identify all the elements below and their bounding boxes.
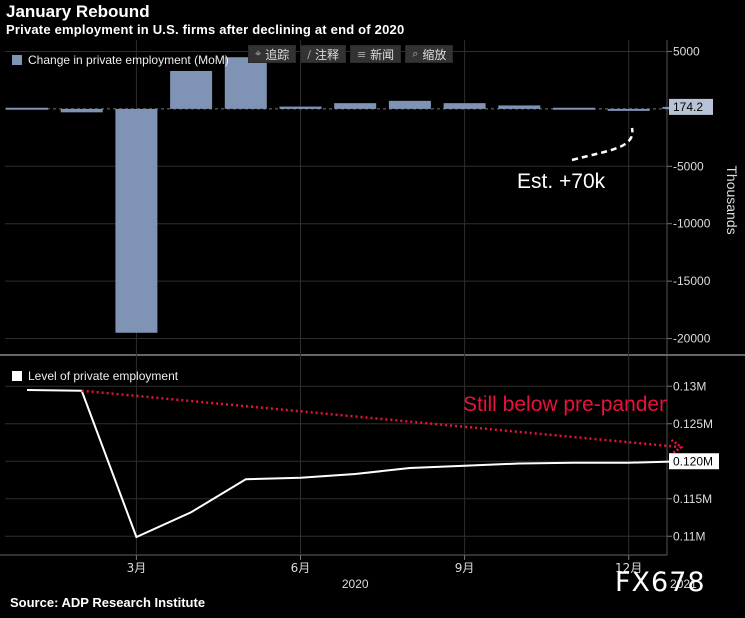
line-ytick-label: 0.11M (673, 529, 705, 543)
x-month-label: 3月 (127, 561, 147, 575)
tool-news-label: 新闻 (370, 47, 395, 62)
tool-news-button[interactable]: ≡ 新闻 (349, 45, 402, 63)
line-ytick-label: 0.125M (673, 417, 713, 431)
trend-arrowhead (670, 438, 684, 456)
bar-2020-05 (224, 57, 267, 109)
bar-ytick-label: -15000 (673, 274, 711, 288)
estimate-annotation: Est. +70k (517, 170, 606, 193)
line-last-value-label: 0.120M (673, 454, 713, 468)
bar-2020-06 (279, 106, 322, 109)
x-month-label: 6月 (291, 561, 311, 575)
bar-legend-swatch (12, 55, 22, 65)
bar-2020-02 (60, 108, 103, 113)
line-legend: Level of private employment (12, 369, 178, 383)
chart-subtitle: Private employment in U.S. firms after d… (6, 22, 405, 37)
bar-2020-11 (553, 107, 595, 110)
tool-zoom-label: 缩放 (422, 47, 447, 62)
bar-ylabel: Thousands (724, 165, 740, 234)
bar-2020-04 (170, 71, 213, 109)
x-month-label: 9月 (455, 561, 475, 575)
line-legend-swatch (12, 371, 22, 381)
tool-annotate-button[interactable]: ∕ 注释 (300, 45, 346, 63)
bar-2020-10 (498, 105, 541, 109)
employment-level-line (26, 389, 684, 539)
x-month-label: 12月 (615, 561, 642, 575)
line-last-value-tag (669, 453, 719, 470)
pandemic-annotation: Still below pre-pandemic (463, 393, 692, 416)
bar-2020-03 (115, 108, 158, 333)
news-icon: ≡ (356, 47, 367, 61)
x-year-label: 2021 (670, 577, 697, 591)
chart-toolbar: ⌖ 追踪 ∕ 注释 ≡ 新闻 ⌕ 缩放 (248, 45, 454, 63)
zoom-icon: ⌕ (412, 47, 419, 60)
crosshair-icon: ⌖ (255, 47, 262, 60)
tool-zoom-button[interactable]: ⌕ 缩放 (405, 45, 454, 63)
source-note: Source: ADP Research Institute (10, 595, 206, 610)
bar-2020-01 (6, 107, 48, 110)
x-year-label: 2020 (342, 577, 369, 591)
watermark: FX678 (615, 567, 706, 598)
tool-track-button[interactable]: ⌖ 追踪 (248, 45, 297, 63)
bar-legend: Change in private employment (MoM) (12, 53, 229, 67)
line-legend-label: Level of private employment (28, 369, 179, 383)
bar-2020-07 (334, 103, 377, 109)
bar-2020-09 (443, 103, 486, 109)
bar-2020-08 (388, 100, 431, 109)
trend-arrow (81, 389, 680, 449)
bar-legend-label: Change in private employment (MoM) (28, 53, 229, 67)
bar-last-value-tag (669, 98, 713, 115)
bar-ytick-label: -20000 (673, 332, 711, 346)
chart-title: January Rebound (6, 2, 150, 21)
bar-ytick-label: -5000 (673, 159, 704, 173)
bar-2020-12 (607, 108, 650, 111)
bar-ytick-label: 5000 (673, 44, 700, 58)
pencil-icon: ∕ (307, 47, 311, 61)
line-ytick-label: 0.115M (673, 492, 712, 506)
tool-annotate-label: 注释 (314, 47, 339, 62)
bar-last-value-label: 174.2 (673, 100, 703, 114)
estimate-dashed-arrow (571, 127, 634, 162)
line-ytick-label: 0.13M (673, 379, 706, 393)
bar-ytick-label: -10000 (673, 217, 711, 231)
tool-track-label: 追踪 (265, 47, 290, 62)
